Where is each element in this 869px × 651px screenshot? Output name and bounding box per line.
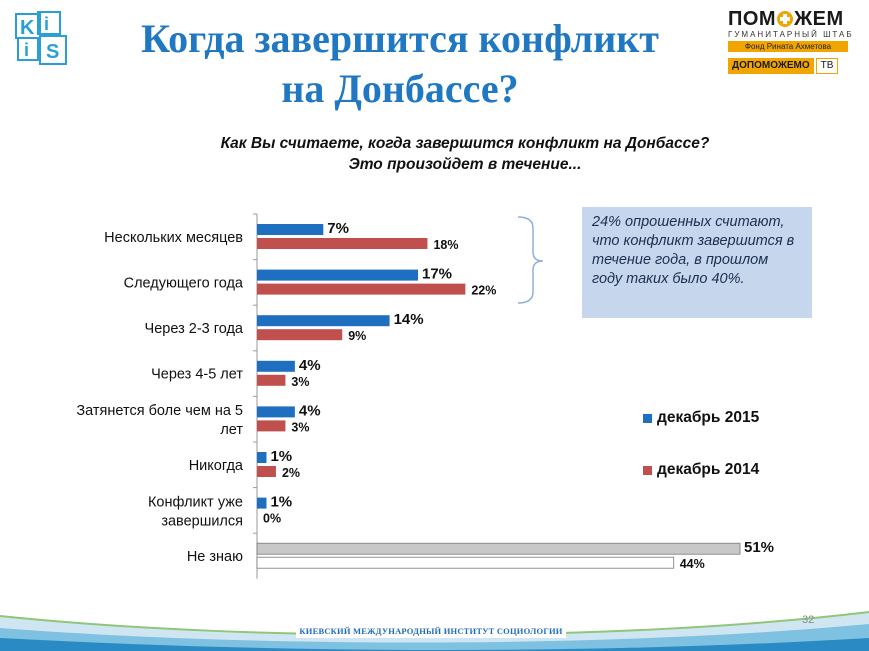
slide-title: Когда завершится конфликт на Донбассе? <box>100 14 700 114</box>
bar-2014 <box>257 238 428 249</box>
svg-text:i: i <box>44 14 49 34</box>
page-number: 32 <box>802 614 815 626</box>
bar-2015 <box>257 452 267 463</box>
survey-question-line2: Это произойдет в течение... <box>348 156 582 173</box>
cross-icon <box>777 11 794 27</box>
category-label: Через 2-3 года <box>145 321 244 337</box>
category-label: Через 4-5 лет <box>151 367 243 383</box>
data-label-2015: 17% <box>422 266 452 283</box>
survey-question-line1: Как Вы считаете, когда завершится конфли… <box>220 135 710 152</box>
chart-legend: декабрь 2015 декабрь 2014 <box>643 405 759 509</box>
partner-subtitle: ГУМАНИТАРНЫЙ ШТАБ <box>728 30 854 39</box>
survey-question: Как Вы считаете, когда завершится конфли… <box>120 133 810 175</box>
legend-label-2014: декабрь 2014 <box>657 461 760 478</box>
bar-2014 <box>257 466 276 477</box>
bar-2015 <box>257 224 324 235</box>
category-label: Следующего года <box>124 275 244 291</box>
bar-2014 <box>257 374 286 386</box>
category-label: Не знаю <box>187 549 243 565</box>
legend-swatch-2015 <box>643 413 652 423</box>
bar-2015 <box>257 406 295 418</box>
note-callout: 24% опрошенных считают, что конфликт зав… <box>582 207 812 318</box>
category-label: Нескольких месяцев <box>104 230 243 246</box>
svg-text:K: K <box>20 17 35 39</box>
partner-name: ПОМ ЖЕМ <box>728 8 844 30</box>
bar-2014 <box>256 556 675 569</box>
legend-label-2015: декабрь 2015 <box>657 409 760 426</box>
brace-connector <box>517 216 544 304</box>
kiis-logo: K i i S <box>15 11 67 65</box>
data-label-2014: 18% <box>433 238 458 252</box>
partner-tv-badge: ДОПОМОЖЕМО ТВ <box>728 58 858 74</box>
data-label-2014: 44% <box>680 557 705 571</box>
data-label-2014: 3% <box>291 375 309 389</box>
data-label-2015: 4% <box>299 357 321 374</box>
bar-2014 <box>257 420 286 432</box>
data-label-2015: 1% <box>270 448 292 465</box>
data-label-2015: 51% <box>744 539 774 556</box>
bar-2015 <box>256 542 741 555</box>
data-label-2015: 1% <box>270 494 292 511</box>
data-label-2014: 0% <box>263 512 281 526</box>
category-label: Никогда <box>189 458 244 474</box>
data-label-2015: 4% <box>299 402 321 419</box>
legend-swatch-2014 <box>643 465 652 475</box>
legend-item-2014: декабрь 2014 <box>643 457 759 483</box>
category-label: Конфликт уже завершился <box>148 494 243 529</box>
bar-chart: Нескольких месяцев 7% 18% Следующего года 17… <box>76 213 774 579</box>
bar-2015 <box>257 269 418 281</box>
slide-title-line1: Когда завершится конфликт <box>141 16 659 61</box>
partner-tv-suffix: ТВ <box>815 58 839 74</box>
category-label: Затянется боле чем на 5 лет <box>76 403 243 438</box>
footer-institute: КИЕВСКИЙ МЕЖДУНАРОДНЫЙ ИНСТИТУТ СОЦИОЛОГ… <box>296 624 566 638</box>
partner-tv-label: ДОПОМОЖЕМО <box>728 58 814 74</box>
data-label-2014: 2% <box>282 466 300 480</box>
bar-2014 <box>257 283 466 295</box>
slide-title-line2: на Донбассе? <box>281 66 519 111</box>
legend-item-2015: декабрь 2015 <box>643 405 759 431</box>
svg-text:S: S <box>46 41 59 63</box>
bar-2015 <box>257 315 390 327</box>
bar-2014 <box>257 329 343 341</box>
bar-2015 <box>257 497 267 509</box>
data-label-2014: 22% <box>471 284 496 298</box>
data-label-2014: 3% <box>291 420 309 434</box>
bar-2015 <box>257 360 295 372</box>
data-label-2014: 9% <box>348 329 366 343</box>
partner-logo: ПОМ ЖЕМ ГУМАНИТАРНЫЙ ШТАБ Фонд Рината Ахм… <box>728 8 862 74</box>
data-label-2015: 14% <box>394 311 424 328</box>
partner-fond: Фонд Рината Ахметова <box>728 41 848 52</box>
svg-text:i: i <box>24 40 29 60</box>
data-label-2015: 7% <box>327 220 349 237</box>
